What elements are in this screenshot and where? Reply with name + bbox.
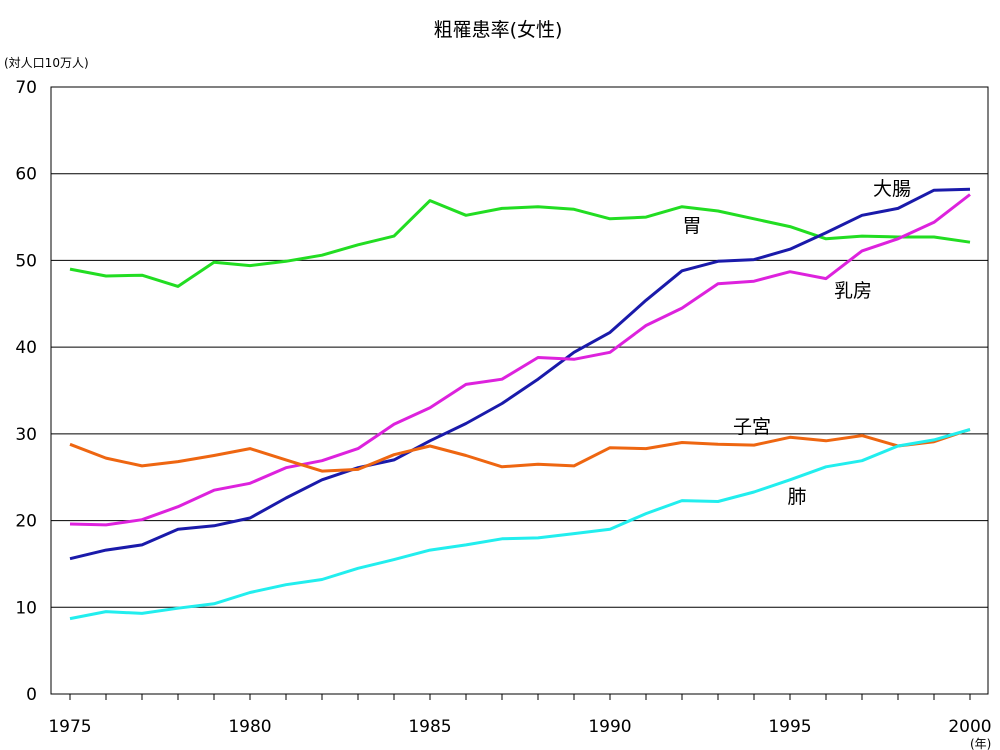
series-lines bbox=[69, 187, 971, 621]
y-tick-label: 70 bbox=[15, 78, 37, 98]
x-tick-label: 1995 bbox=[768, 717, 811, 737]
x-tick-label: 2000 bbox=[948, 717, 991, 737]
x-tick-label: 1985 bbox=[408, 717, 451, 737]
y-tick-label: 0 bbox=[26, 685, 37, 705]
y-tick-label: 30 bbox=[15, 425, 37, 445]
series-line-肺 bbox=[69, 428, 971, 621]
chart-title: 粗罹患率(女性) bbox=[434, 19, 563, 41]
series-label: 肺 bbox=[787, 486, 806, 508]
series-line-乳房 bbox=[69, 193, 971, 527]
y-axis-unit: (対人口10万人) bbox=[4, 56, 89, 70]
x-tick-label: 1990 bbox=[588, 717, 631, 737]
series-line-子宮 bbox=[69, 428, 971, 473]
series-label: 胃 bbox=[682, 215, 701, 237]
grid-lines bbox=[51, 173, 988, 608]
series-label: 子宮 bbox=[733, 416, 771, 438]
y-tick-label: 20 bbox=[15, 512, 37, 532]
y-tick-label: 10 bbox=[15, 598, 37, 618]
axes: 0 10 20 30 40 50 60 70 1975 1980 1985 1990 1995 2000 bbox=[15, 78, 991, 737]
x-tick-label: 1975 bbox=[48, 717, 91, 737]
x-tick-label: 1980 bbox=[228, 717, 271, 737]
plot-area bbox=[50, 86, 989, 695]
y-tick-label: 50 bbox=[15, 251, 37, 271]
x-axis-unit: (年) bbox=[970, 737, 991, 750]
y-tick-label: 60 bbox=[15, 165, 37, 185]
series-label: 大腸 bbox=[873, 178, 911, 200]
series-line-大腸 bbox=[69, 187, 971, 561]
series-label: 乳房 bbox=[834, 280, 872, 302]
y-tick-label: 40 bbox=[15, 338, 37, 358]
